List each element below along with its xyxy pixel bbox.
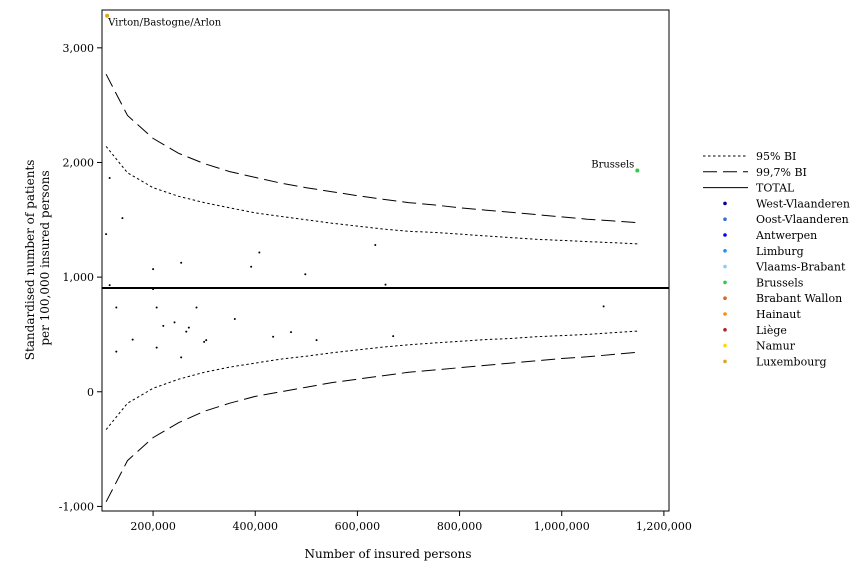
legend-marker — [723, 343, 727, 348]
y-tick-label: 3,000 — [63, 42, 95, 55]
plot-frame — [101, 9, 670, 512]
data-point — [258, 251, 261, 254]
legend-marker — [723, 312, 727, 316]
y-tick-label: 2,000 — [63, 156, 95, 169]
y-tick-label: 1,000 — [63, 271, 95, 284]
data-point — [155, 346, 158, 349]
data-point — [304, 273, 307, 276]
point-label: Brussels — [591, 160, 634, 171]
data-point — [180, 356, 183, 359]
data-point — [115, 350, 118, 353]
data-point — [384, 283, 387, 286]
data-point — [315, 339, 318, 342]
confidence-limits — [105, 73, 639, 503]
data-point — [173, 321, 176, 324]
data-point — [203, 340, 206, 343]
x-tick-label: 200,000 — [130, 520, 176, 533]
y-axis: -1,000 0 1,000 2,000 3,000 — [59, 42, 102, 513]
legend-label: Limburg — [756, 245, 804, 258]
legend-label: West-Vlaanderen — [756, 197, 850, 210]
legend-label: Namur — [756, 340, 796, 353]
data-point — [602, 305, 605, 308]
data-point — [635, 168, 640, 173]
data-point — [105, 233, 108, 236]
data-point — [187, 326, 190, 329]
x-tick-label: 400,000 — [232, 520, 278, 533]
x-tick-label: 800,000 — [437, 520, 483, 533]
legend-label: TOTAL — [756, 182, 795, 195]
legend-marker — [723, 233, 727, 237]
data-point — [115, 306, 118, 309]
legend-label: 99,7% BI — [756, 166, 807, 179]
limit-line-lower — [105, 351, 639, 503]
legend-marker — [723, 217, 727, 221]
data-point — [195, 306, 198, 309]
legend-label: Antwerpen — [755, 229, 817, 242]
legend-marker — [723, 280, 727, 285]
x-tick-label: 1,000,000 — [534, 520, 590, 533]
y-tick-label: 0 — [87, 386, 94, 399]
limit-line-upper — [105, 73, 639, 224]
data-point — [272, 335, 275, 338]
data-point — [250, 265, 253, 268]
legend-label: Hainaut — [756, 308, 801, 321]
legend-label: Brussels — [756, 276, 804, 289]
data-point — [152, 268, 155, 271]
legend-label: Luxembourg — [756, 355, 827, 368]
legend-marker — [723, 359, 727, 364]
x-axis-title: Number of insured persons — [305, 547, 472, 561]
data-point — [290, 331, 292, 334]
data-point — [121, 217, 124, 220]
data-point — [108, 284, 111, 287]
legend-marker — [723, 249, 727, 253]
y-axis-title-line-2: per 100,000 insured persons — [38, 170, 52, 345]
legend: 95% BI 99,7% BI TOTAL West-Vlaanderen Oost-V… — [703, 150, 850, 368]
y-axis-title-line-1: Standardised number of patients — [23, 160, 37, 361]
y-axis-title: Standardised number of patients per 100,… — [23, 156, 52, 361]
x-axis: 200,000 400,000 600,000 800,000 1,000,000 1,2… — [130, 511, 692, 533]
data-point — [155, 306, 158, 309]
data-points: Virton/Bastogne/Arlon Brussels — [105, 13, 640, 359]
data-point — [392, 335, 395, 338]
legend-label: Oost-Vlaanderen — [756, 213, 849, 226]
legend-marker — [723, 296, 727, 301]
legend-label: Brabant Wallon — [756, 292, 842, 305]
legend-label: Vlaams-Brabant — [755, 261, 846, 274]
x-tick-label: 600,000 — [335, 520, 381, 533]
x-tick-label: 1,200,000 — [636, 520, 692, 533]
data-point — [185, 330, 188, 333]
plot-area — [101, 9, 670, 512]
legend-marker — [723, 328, 727, 332]
data-point — [108, 176, 111, 179]
data-point — [131, 338, 134, 341]
data-point — [105, 13, 110, 18]
legend-label: 95% BI — [756, 150, 796, 163]
legend-label: Liège — [756, 324, 787, 337]
data-point — [233, 317, 236, 320]
y-tick-label: -1,000 — [59, 500, 94, 513]
legend-marker — [723, 264, 727, 269]
data-point — [180, 261, 183, 264]
data-point — [374, 244, 377, 247]
data-point — [205, 339, 208, 342]
point-label: Virton/Bastogne/Arlon — [107, 18, 222, 29]
legend-marker — [723, 201, 727, 206]
data-point — [152, 288, 155, 291]
data-point — [162, 324, 165, 327]
